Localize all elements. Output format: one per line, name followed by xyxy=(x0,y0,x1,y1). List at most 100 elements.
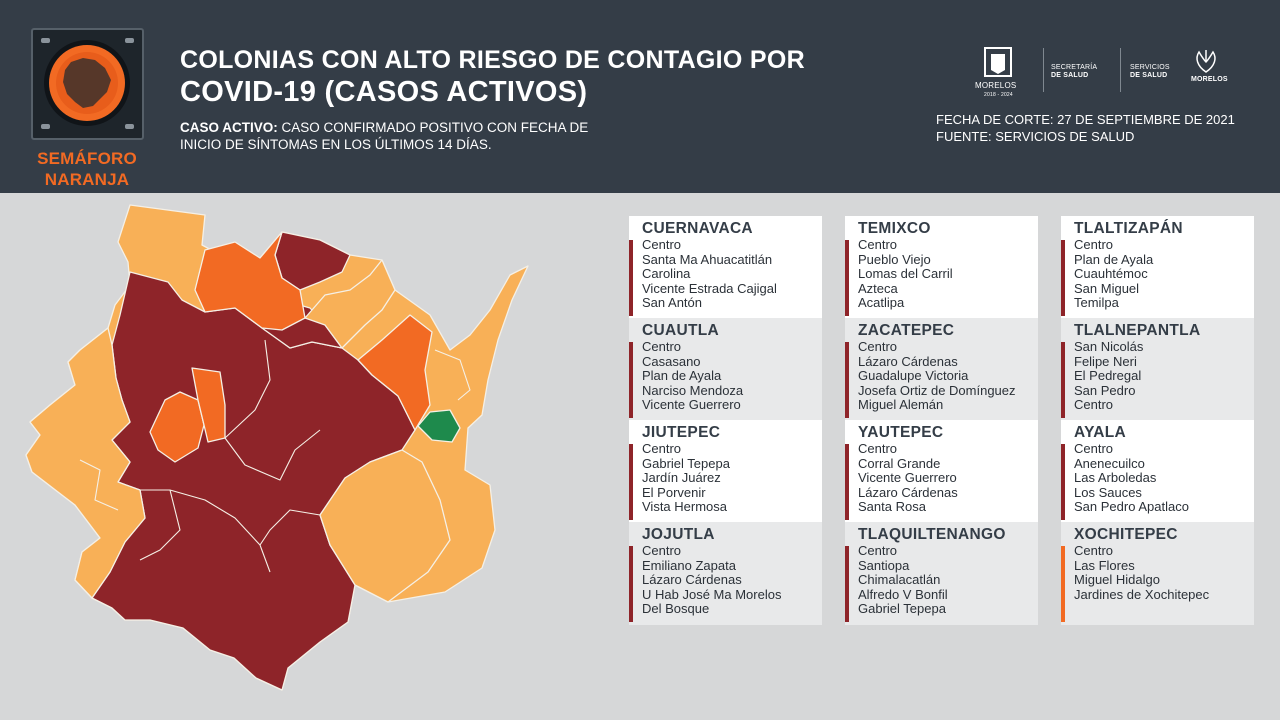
colonias-list: Centro Anenecuilco Las Arboledas Los Sauces… xyxy=(1074,441,1189,515)
municipality-card: ZACATEPEC Centro Lázaro Cárdenas Guadalupe … xyxy=(845,318,1038,421)
map-region-orange xyxy=(357,314,433,431)
secretaria-text-line2: DE SALUD xyxy=(1051,72,1089,79)
map-region-orange xyxy=(149,391,205,463)
municipality-card: JOJUTLA Centro Emiliano Zapata Lázaro Cárde… xyxy=(629,522,822,625)
colonia-item: Vista Hermosa xyxy=(642,499,728,515)
traffic-light-icon xyxy=(31,28,144,140)
colonia-item: Lázaro Cárdenas xyxy=(858,484,958,500)
colonias-list: Centro Pueblo Viejo Lomas del Carril Azteca… xyxy=(858,237,953,311)
colonia-item: Lázaro Cárdenas xyxy=(858,353,958,369)
colonia-item: Centro xyxy=(1074,397,1114,413)
municipality-card: JIUTEPEC Centro Gabriel Tepepa Jardín Juáre… xyxy=(629,420,822,523)
secretaria-text-line1: SECRETARÍA xyxy=(1051,64,1098,71)
colonias-list: Centro Santiopa Chimalacatlán Alfredo V Bon… xyxy=(858,543,948,617)
colonia-item: Felipe Neri xyxy=(1074,353,1137,369)
colonia-item: San Antón xyxy=(642,295,702,311)
risk-indicator-bar xyxy=(1061,444,1065,520)
colonia-item: Centro xyxy=(1074,441,1114,456)
colonia-item: Centro xyxy=(858,339,898,354)
bolt-icon xyxy=(41,38,50,43)
risk-indicator-bar xyxy=(845,444,849,520)
map-region-yellow xyxy=(319,449,451,603)
municipality-name: TLAQUILTENANGO xyxy=(858,526,1006,543)
colonia-item: Pueblo Viejo xyxy=(858,251,931,267)
colonia-item: Centro xyxy=(858,543,898,558)
colonia-item: Temilpa xyxy=(1074,295,1119,311)
colonias-list: Centro Corral Grande Vicente Guerrero Lázar… xyxy=(858,441,958,515)
map-region-orange xyxy=(194,231,306,331)
colonia-item: Corral Grande xyxy=(858,455,941,471)
colonia-item: Lomas del Carril xyxy=(858,266,953,282)
colonia-item: Jardines de Xochitepec xyxy=(1074,586,1210,602)
semaforo-label: SEMÁFORO NARANJA xyxy=(14,148,160,190)
colonia-item: Santa Ma Ahuacatitlán xyxy=(642,251,773,267)
colonia-item: Gabriel Tepepa xyxy=(642,455,730,471)
servicios-text-line2: DE SALUD xyxy=(1130,72,1168,79)
municipality-name: JIUTEPEC xyxy=(642,424,721,441)
municipality-name: JOJUTLA xyxy=(642,526,715,543)
semaforo-label-line1: SEMÁFORO xyxy=(37,149,137,168)
colonias-list: Centro Las Flores Miguel Hidalgo Jardines d… xyxy=(1074,543,1210,602)
colonias-list: San Nicolás Felipe Neri El Pedregal San Ped… xyxy=(1074,339,1144,413)
municipality-name: YAUTEPEC xyxy=(858,424,944,441)
colonia-item: Las Flores xyxy=(1074,557,1135,573)
morelos-logo-text-2: MORELOS xyxy=(1191,76,1228,83)
risk-indicator-bar xyxy=(845,240,849,316)
colonia-item: San Nicolás xyxy=(1074,339,1144,354)
colonia-item: Vicente Guerrero xyxy=(642,397,741,413)
colonia-item: Gabriel Tepepa xyxy=(858,601,946,617)
title-line2: COVID-19 (CASOS ACTIVOS) xyxy=(180,76,588,108)
colonia-item: Chimalacatlán xyxy=(858,572,941,588)
colonia-item: Lázaro Cárdenas xyxy=(642,572,742,588)
colonia-item: Centro xyxy=(642,441,682,456)
colonia-item: Los Sauces xyxy=(1074,484,1142,500)
colonias-list: Centro Lázaro Cárdenas Guadalupe Victoria J… xyxy=(858,339,1016,413)
orange-light-icon xyxy=(44,40,130,126)
colonia-item: Casasano xyxy=(642,353,701,369)
page-title: COLONIAS CON ALTO RIESGO DE CONTAGIO POR… xyxy=(180,44,805,108)
colonia-item: San Pedro Apatlaco xyxy=(1074,499,1189,515)
colonia-item: Narciso Mendoza xyxy=(642,382,744,398)
colonia-item: Centro xyxy=(642,237,682,252)
risk-indicator-bar xyxy=(629,444,633,520)
risk-indicator-bar xyxy=(629,240,633,316)
risk-indicator-bar xyxy=(629,342,633,418)
bolt-icon xyxy=(125,124,134,129)
morelos-map xyxy=(25,204,529,691)
meta-info: FECHA DE CORTE: 27 DE SEPTIEMBRE DE 2021… xyxy=(936,111,1235,145)
colonia-item: Plan de Ayala xyxy=(642,368,722,384)
colonia-item: El Porvenir xyxy=(642,484,706,500)
colonia-item: Miguel Hidalgo xyxy=(1074,572,1160,588)
bolt-icon xyxy=(41,124,50,129)
colonias-list: Centro Gabriel Tepepa Jardín Juárez El Porv… xyxy=(642,441,730,515)
map-region-yellow xyxy=(304,259,396,349)
morelos-flower-icon xyxy=(1196,50,1216,73)
municipality-card: AYALA Centro Anenecuilco Las Arboledas Los S… xyxy=(1061,420,1254,523)
map-region-orange xyxy=(191,367,226,443)
colonia-item: U Hab José Ma Morelos xyxy=(642,586,782,602)
colonia-item: Centro xyxy=(642,543,682,558)
colonia-item: Anenecuilco xyxy=(1074,455,1145,471)
colonias-list: Centro Plan de Ayala Cuauhtémoc San Miguel T… xyxy=(1074,237,1154,311)
definition-text-line1: CASO CONFIRMADO POSITIVO CON FECHA DE xyxy=(281,120,589,135)
municipality-name: CUERNAVACA xyxy=(642,220,753,237)
risk-indicator-bar xyxy=(845,342,849,418)
colonia-item: Plan de Ayala xyxy=(1074,251,1154,267)
title-line1: COLONIAS CON ALTO RIESGO DE CONTAGIO POR xyxy=(180,46,805,74)
risk-indicator-bar xyxy=(1061,546,1065,622)
municipality-name: AYALA xyxy=(1074,424,1127,441)
morelos-shield-icon xyxy=(984,47,1012,77)
municipality-card: XOCHITEPEC Centro Las Flores Miguel Hidalgo… xyxy=(1061,522,1254,625)
municipality-card: CUERNAVACA Centro Santa Ma Ahuacatitlán Car… xyxy=(629,216,822,319)
colonia-item: Guadalupe Victoria xyxy=(858,368,969,384)
colonia-item: San Miguel xyxy=(1074,280,1140,296)
risk-indicator-bar xyxy=(1061,342,1065,418)
colonias-list: Centro Emiliano Zapata Lázaro Cárdenas U Ha… xyxy=(642,543,782,617)
colonia-item: Centro xyxy=(1074,237,1114,252)
municipality-name: ZACATEPEC xyxy=(858,322,955,339)
colonia-item: Vicente Estrada Cajigal xyxy=(642,280,777,296)
logo-divider xyxy=(1120,48,1121,92)
colonia-item: Emiliano Zapata xyxy=(642,557,736,573)
colonias-list: Centro Casasano Plan de Ayala Narciso Mendo… xyxy=(642,339,744,413)
semaforo-label-line2: NARANJA xyxy=(44,170,130,189)
